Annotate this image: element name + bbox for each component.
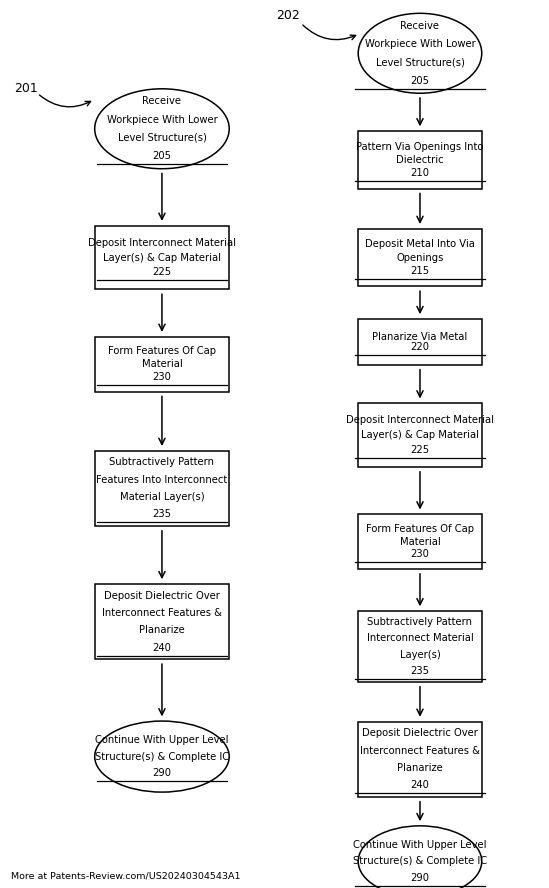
Text: 210: 210	[411, 168, 429, 178]
Text: 201: 201	[14, 83, 38, 95]
Bar	[358, 319, 482, 365]
Text: 205: 205	[411, 75, 429, 86]
Text: Interconnect Features &: Interconnect Features &	[102, 608, 222, 618]
Text: More at Patents-Review.com/US20240304543A1: More at Patents-Review.com/US20240304543…	[11, 872, 240, 881]
Text: Continue With Upper Level: Continue With Upper Level	[95, 735, 229, 745]
Text: 220: 220	[411, 342, 429, 353]
Text: 225: 225	[153, 267, 171, 277]
Text: 225: 225	[411, 445, 429, 455]
Text: Deposit Interconnect Material: Deposit Interconnect Material	[346, 416, 494, 425]
Text: 235: 235	[153, 510, 171, 519]
Bar	[94, 226, 229, 289]
Text: Deposit Metal Into Via: Deposit Metal Into Via	[365, 239, 475, 250]
Text: 202: 202	[276, 10, 300, 22]
Text: 230: 230	[411, 550, 429, 559]
Bar	[358, 721, 482, 797]
Text: 290: 290	[411, 873, 429, 883]
Text: Interconnect Features &: Interconnect Features &	[360, 746, 480, 756]
Text: Deposit Dielectric Over: Deposit Dielectric Over	[362, 728, 478, 738]
Text: Planarize Via Metal: Planarize Via Metal	[372, 331, 468, 342]
Text: Planarize: Planarize	[397, 763, 443, 773]
Text: 230: 230	[153, 372, 171, 382]
Text: Deposit Dielectric Over: Deposit Dielectric Over	[104, 591, 220, 600]
Text: Level Structure(s): Level Structure(s)	[376, 58, 464, 67]
Bar	[358, 229, 482, 286]
Text: Layer(s) & Cap Material: Layer(s) & Cap Material	[361, 430, 479, 440]
Text: Workpiece With Lower: Workpiece With Lower	[365, 39, 475, 49]
Text: Receive: Receive	[400, 20, 440, 31]
Text: 235: 235	[411, 666, 429, 676]
Text: 215: 215	[411, 266, 429, 276]
Text: 205: 205	[153, 151, 171, 162]
Text: 290: 290	[153, 768, 171, 778]
Text: Structure(s) & Complete IC: Structure(s) & Complete IC	[353, 856, 487, 867]
Bar	[358, 611, 482, 682]
Bar	[358, 403, 482, 467]
Text: Form Features Of Cap: Form Features Of Cap	[108, 346, 216, 356]
Bar	[358, 514, 482, 569]
Bar	[94, 337, 229, 392]
Text: Openings: Openings	[396, 252, 444, 263]
Text: Material Layer(s): Material Layer(s)	[120, 492, 204, 502]
Text: Layer(s) & Cap Material: Layer(s) & Cap Material	[103, 252, 221, 263]
Text: Subtractively Pattern: Subtractively Pattern	[109, 457, 215, 467]
Text: Layer(s): Layer(s)	[400, 650, 440, 660]
Text: Planarize: Planarize	[139, 625, 185, 635]
Text: 240: 240	[411, 781, 429, 790]
Text: Form Features Of Cap: Form Features Of Cap	[366, 524, 474, 534]
Bar	[94, 451, 229, 526]
Text: Deposit Interconnect Material: Deposit Interconnect Material	[88, 238, 236, 248]
Text: Structure(s) & Complete IC: Structure(s) & Complete IC	[95, 751, 229, 762]
Text: Material: Material	[142, 359, 182, 369]
Text: Interconnect Material: Interconnect Material	[367, 633, 473, 643]
Text: Dielectric: Dielectric	[396, 155, 444, 165]
Text: Continue With Upper Level: Continue With Upper Level	[353, 840, 487, 850]
Text: Pattern Via Openings Into: Pattern Via Openings Into	[356, 141, 484, 152]
Text: Subtractively Pattern: Subtractively Pattern	[367, 617, 473, 627]
Text: Receive: Receive	[142, 96, 182, 107]
Text: Material: Material	[400, 536, 440, 547]
Text: 240: 240	[153, 643, 171, 653]
Bar	[94, 584, 229, 659]
Text: Level Structure(s): Level Structure(s)	[117, 133, 206, 143]
Text: Workpiece With Lower: Workpiece With Lower	[107, 115, 217, 124]
Bar	[358, 131, 482, 189]
Text: Features Into Interconnect: Features Into Interconnect	[96, 475, 228, 485]
